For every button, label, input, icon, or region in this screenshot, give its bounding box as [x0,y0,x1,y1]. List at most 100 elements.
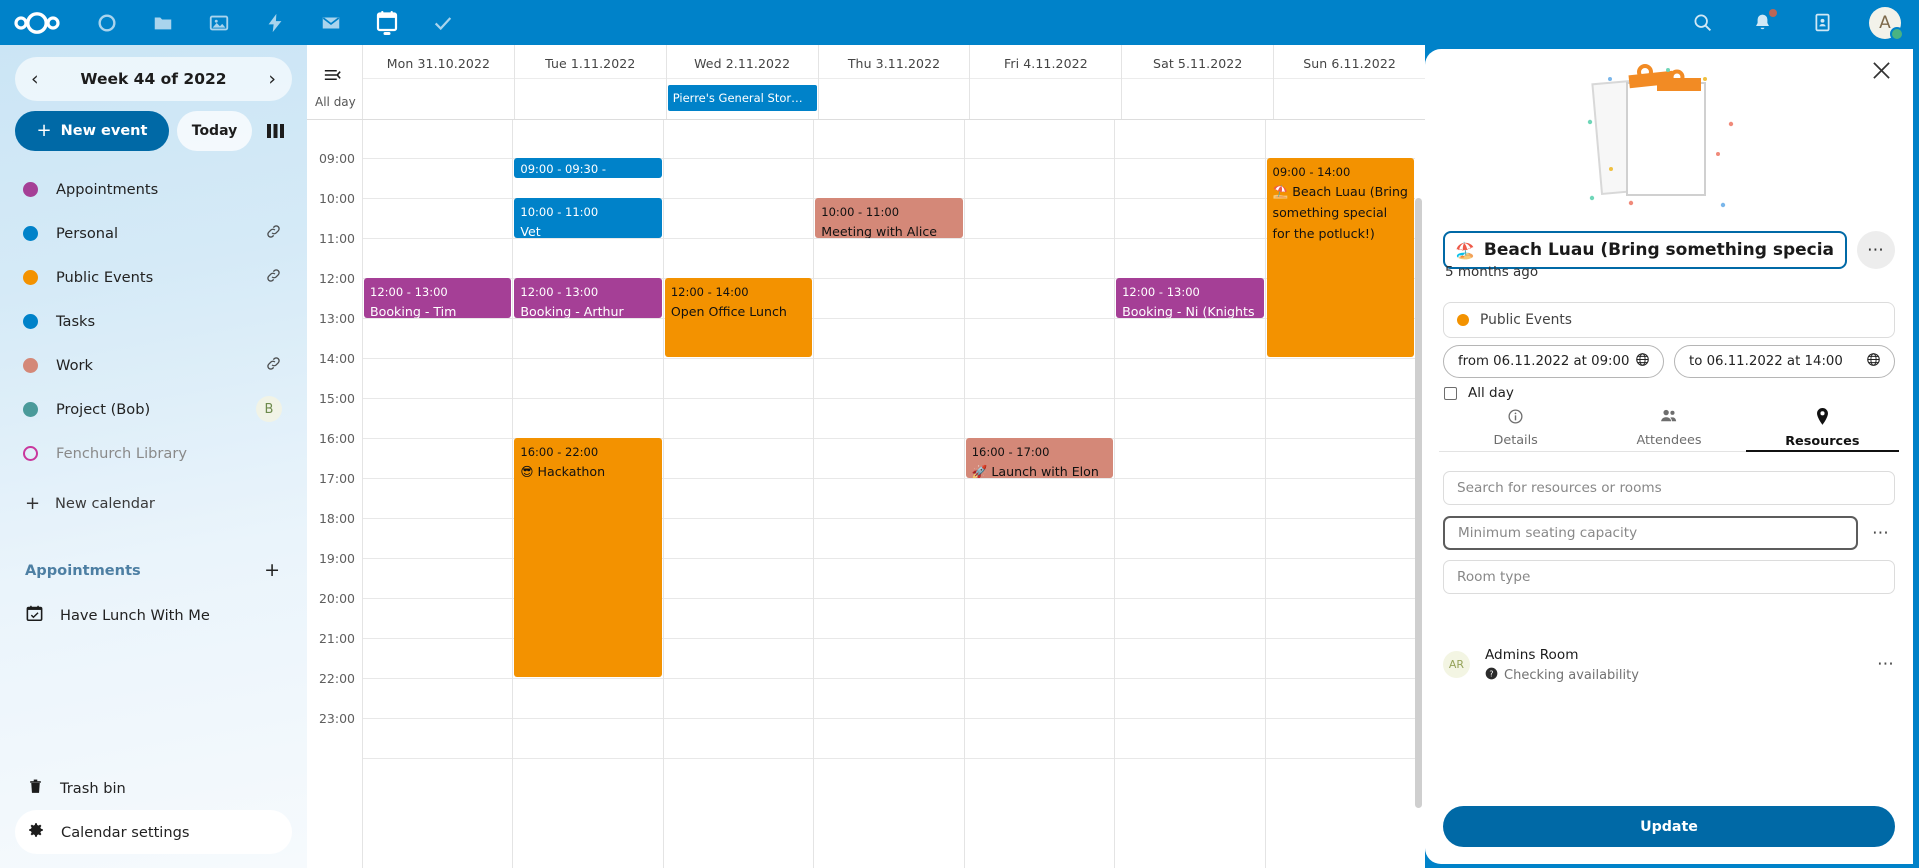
calendar-event-selected[interactable]: 09:00 - 14:00 ⛱️ Beach Luau (Bring somet… [1266,158,1414,357]
calendar-grid-area[interactable]: 12:00 - 13:00 Booking - Tim (Wizard) 09:… [362,120,1415,868]
tab-resources[interactable]: Resources [1745,404,1900,452]
minimum-seating-capacity-input[interactable]: Minimum seating capacity [1443,516,1858,550]
dashboard-icon[interactable] [94,10,120,36]
new-event-button[interactable]: + New event [15,111,169,151]
all-day-cell[interactable] [1274,78,1425,119]
calendar-event[interactable]: 09:00 - 09:30 - Workflow [514,158,662,178]
day-column-tue[interactable]: 09:00 - 09:30 - Workflow 10:00 - 11:00 V… [512,120,662,868]
day-header[interactable]: Fri 4.11.2022 [969,45,1122,119]
tasks-icon[interactable] [430,10,456,36]
share-link-icon[interactable] [265,267,282,288]
notifications-icon[interactable] [1749,8,1777,36]
mail-icon[interactable] [318,10,344,36]
previous-week-button[interactable]: ‹ [31,67,39,90]
day-header[interactable]: Thu 3.11.2022 [817,45,970,119]
trash-bin-button[interactable]: Trash bin [15,766,292,810]
all-day-cell[interactable] [363,78,514,119]
calendar-item[interactable]: Tasks [15,299,292,343]
calendar-body[interactable]: 09:00 10:00 11:00 12:00 13:00 14:00 15:0… [307,120,1425,868]
day-header[interactable]: Wed 2.11.2022 Pierre's General Stor… [665,45,818,119]
appointment-item[interactable]: Have Lunch With Me [15,593,292,637]
tab-details[interactable]: Details [1439,404,1592,451]
next-week-button[interactable]: › [268,67,276,90]
calendar-item[interactable]: Project (Bob) B [15,387,292,431]
share-link-icon[interactable] [265,223,282,244]
add-appointment-button[interactable]: + [264,558,280,581]
calendar-event[interactable]: 16:00 - 22:00 😎 Hackathon [514,438,662,677]
day-header[interactable]: Mon 31.10.2022 [362,45,514,119]
photos-icon[interactable] [206,10,232,36]
calendar-event[interactable]: 12:00 - 13:00 Booking - Ni (Knights [1116,278,1264,318]
new-event-label: New event [60,123,148,139]
day-header[interactable]: Sun 6.11.2022 [1273,45,1425,119]
avatar-online-status [1890,26,1904,41]
nextcloud-logo[interactable] [14,11,60,34]
calendar-event[interactable]: 12:00 - 13:00 Booking - Tim (Wizard) [364,278,512,318]
calendar-icon[interactable] [374,10,400,36]
avatar[interactable]: A [1869,6,1904,41]
tab-attendees[interactable]: Attendees [1592,404,1745,451]
all-day-cell[interactable] [818,78,970,119]
calendar-event[interactable]: 16:00 - 17:00 🚀 Launch with Elon [965,438,1114,478]
contacts-icon[interactable] [1809,10,1835,36]
calendar-event[interactable]: 12:00 - 14:00 Open Office Lunch [664,278,813,357]
globe-icon[interactable] [1866,352,1881,371]
today-button[interactable]: Today [177,111,252,151]
calendar-scrollbar[interactable] [1415,198,1424,868]
day-column-sat[interactable]: 12:00 - 13:00 Booking - Ni (Knights [1114,120,1264,868]
all-day-cell[interactable] [1122,78,1274,119]
time-label: 20:00 [318,591,355,606]
event-end-datetime[interactable]: to 06.11.2022 at 14:00 [1674,345,1895,378]
calendar-settings-button[interactable]: Calendar settings [15,810,292,854]
week-label: Week 44 of 2022 [80,70,227,88]
calendar-name: Public Events [56,268,154,286]
view-switcher-icon[interactable] [260,111,292,151]
capacity-options-button[interactable]: ⋯ [1872,523,1890,543]
share-link-icon[interactable] [265,355,282,376]
calendar-color-dot [23,225,38,241]
all-day-toggle[interactable]: All day [1444,385,1514,401]
calendar-event[interactable]: 10:00 - 11:00 Meeting with Alice [815,198,963,238]
event-title-text: Beach Luau (Bring something special for [1483,240,1835,260]
update-button[interactable]: Update [1443,806,1895,847]
files-icon[interactable] [150,10,176,36]
calendar-item[interactable]: Appointments [15,167,292,211]
day-column-fri[interactable]: 16:00 - 17:00 🚀 Launch with Elon [963,120,1114,868]
calendar-color-dot [23,313,38,329]
all-day-cell[interactable] [514,78,666,119]
day-header[interactable]: Sat 5.11.2022 [1121,45,1274,119]
calendar-event[interactable]: 10:00 - 11:00 Vet [514,198,662,238]
all-day-cell[interactable] [970,78,1122,119]
globe-icon[interactable] [1635,352,1650,371]
all-day-event[interactable]: Pierre's General Stor… [667,85,817,111]
search-icon[interactable] [1689,10,1715,36]
day-column-sun[interactable]: 09:00 - 14:00 ⛱️ Beach Luau (Bring somet… [1264,120,1415,868]
room-type-input[interactable]: Room type [1443,560,1895,594]
event-start-datetime[interactable]: from 06.11.2022 at 09:00 [1443,345,1664,378]
day-column-wed[interactable]: 12:00 - 14:00 Open Office Lunch [662,120,813,868]
event-title-input[interactable]: 🏖️ Beach Luau (Bring something special f… [1443,231,1847,269]
event-time: 10:00 - 11:00 [821,205,900,219]
top-bar-right-actions: A [1689,6,1904,41]
day-header[interactable]: Tue 1.11.2022 [513,45,666,119]
all-day-cell[interactable]: Pierre's General Stor… [666,78,818,119]
calendar-item[interactable]: Fenchurch Library [15,431,292,475]
calendar-scrollbar-thumb[interactable] [1415,198,1422,808]
activity-icon[interactable] [262,10,288,36]
close-icon[interactable] [1872,61,1891,84]
all-day-checkbox[interactable] [1444,386,1457,400]
event-time: 12:00 - 14:00 [670,285,749,299]
resource-options-button[interactable]: ⋯ [1877,654,1895,674]
event-actions-menu-button[interactable]: ⋯ [1857,231,1895,269]
calendar-item[interactable]: Personal [15,211,292,255]
day-column-thu[interactable]: 10:00 - 11:00 Meeting with Alice [813,120,963,868]
calendar-item[interactable]: Work [15,343,292,387]
resource-list-item[interactable]: AR Admins Room ? Checking availability ⋯ [1443,644,1895,684]
resource-search-input[interactable]: Search for resources or rooms [1443,471,1895,505]
collapse-all-day-icon[interactable] [324,67,341,86]
calendar-item[interactable]: Public Events [15,255,292,299]
calendar-event[interactable]: 12:00 - 13:00 Booking - Arthur Dent [514,278,662,318]
day-column-mon[interactable]: 12:00 - 13:00 Booking - Tim (Wizard) [362,120,512,868]
new-calendar-button[interactable]: + New calendar [15,481,292,525]
event-calendar-select[interactable]: Public Events [1443,302,1895,338]
